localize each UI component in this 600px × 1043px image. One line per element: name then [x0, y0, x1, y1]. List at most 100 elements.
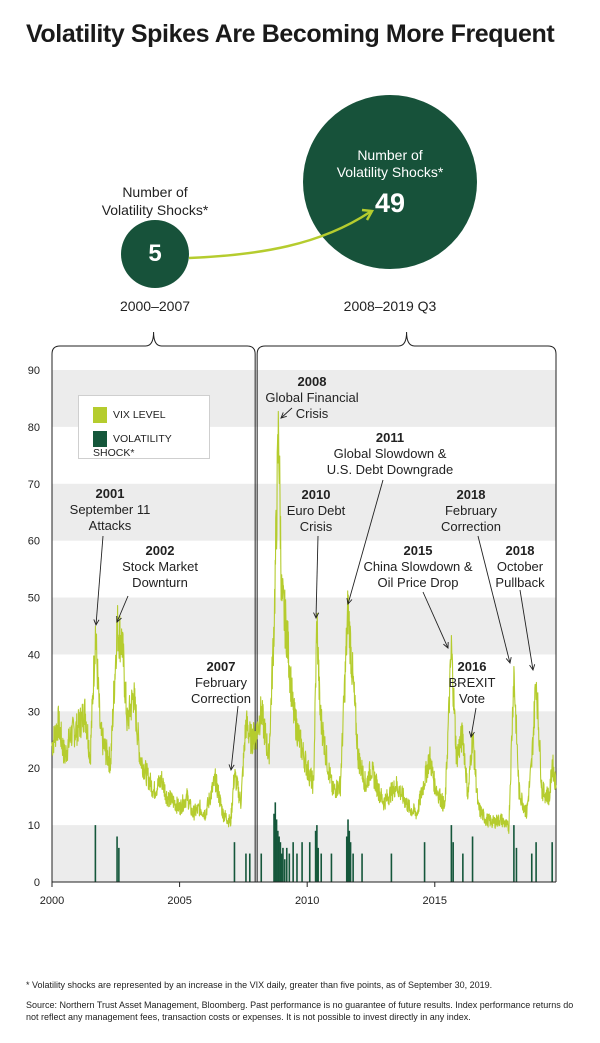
annotation-2018-february: 2018 February Correction: [441, 487, 501, 535]
annotation-year: 2018: [505, 543, 535, 558]
y-tick-label: 80: [28, 422, 40, 434]
x-tick-label: 2015: [423, 895, 447, 907]
y-tick-label: 70: [28, 479, 40, 491]
page-title: Volatility Spikes Are Becoming More Freq…: [26, 20, 555, 48]
shock-bar: [320, 853, 323, 882]
shock-bar: [275, 819, 278, 882]
annotation-year: 2011: [375, 430, 405, 445]
annotation-pointer: [477, 535, 511, 664]
annotation-line: Vote: [458, 691, 486, 706]
shock-bar: [94, 825, 97, 882]
shock-bar: [462, 853, 464, 882]
shock-bar: [280, 853, 283, 882]
annotation-line: September 11: [69, 502, 151, 517]
right-shocks-label-line: Volatility Shocks*: [336, 164, 444, 180]
vix-chart: 0 10 20 30 40 50 60 70 80 90 2000 2005 2010 2015: [28, 331, 557, 907]
left-shocks-bubble: 5: [121, 220, 189, 288]
shock-bar: [288, 853, 291, 882]
annotation-year: 2015: [403, 543, 433, 558]
y-tick-label: 50: [28, 593, 40, 605]
annotation-year: 2002: [145, 543, 175, 558]
x-axis-ticks: 2000 2005 2010 2015: [40, 882, 447, 907]
annotation-line: Oil Price Drop: [377, 575, 459, 590]
annotation-line: Pullback: [495, 575, 545, 590]
annotation-line: U.S. Debt Downgrade: [326, 462, 454, 477]
shock-bar: [283, 859, 286, 882]
annotation-line: Euro Debt: [286, 503, 346, 518]
y-tick-label: 30: [28, 706, 40, 718]
shock-bar: [515, 847, 518, 882]
annotation-pointer: [116, 595, 129, 623]
annotation-year: 2018: [456, 487, 486, 502]
left-shocks-label-line: Volatility Shocks*: [101, 202, 209, 218]
annotation-pointer-head: [443, 641, 449, 649]
grid-band: [52, 597, 556, 655]
shock-bar: [423, 842, 426, 882]
annotation-2001: 2001 September 11 Attacks: [70, 486, 151, 534]
annotation-pointer: [280, 407, 293, 419]
shock-bar: [314, 830, 317, 882]
annotation-year: 2016: [457, 659, 487, 674]
shock-bar: [348, 830, 351, 882]
y-axis-ticks: 0 10 20 30 40 50 60 70 80 90: [28, 365, 40, 889]
right-shocks-value: 49: [374, 188, 406, 218]
shock-bar: [450, 825, 453, 882]
annotation-pointer: [422, 591, 449, 649]
annotation-line: Correction: [441, 519, 501, 534]
y-tick-label: 10: [28, 820, 40, 832]
annotation-pointer: [95, 535, 104, 626]
shock-bar: [530, 853, 533, 882]
shock-bar: [308, 842, 311, 882]
left-shocks-value: 5: [148, 240, 162, 267]
annotation-pointer-head: [93, 619, 100, 627]
annotation-pointer-head: [529, 664, 536, 672]
legend-swatch-vix: [93, 407, 107, 423]
annotation-pointers: [93, 407, 536, 772]
shock-bar: [390, 853, 393, 882]
legend-label-vix: VIX LEVEL: [113, 409, 166, 421]
shock-bar: [535, 842, 537, 882]
shock-bar: [279, 842, 282, 882]
period-braces: [51, 331, 557, 882]
shock-bar: [301, 842, 303, 882]
annotation-line: BREXIT: [448, 675, 496, 690]
right-shocks-label: Number of Volatility Shocks*: [303, 147, 477, 181]
shock-bar: [513, 825, 515, 882]
shock-bar: [245, 853, 247, 882]
shock-bar: [345, 836, 348, 882]
growth-arrow-line: [188, 210, 371, 260]
annotation-line: February: [194, 675, 248, 690]
annotation-year: 2001: [95, 486, 125, 501]
y-tick-label: 90: [28, 365, 40, 377]
annotation-line: Correction: [191, 691, 251, 706]
annotation-year: 2007: [206, 659, 236, 674]
shock-bar: [116, 836, 118, 882]
annotation-2011: 2011 Global Slowdown & U.S. Debt Downgra…: [327, 430, 453, 478]
annotation-pointer-head: [346, 598, 353, 605]
annotation-pointer: [470, 707, 477, 738]
shock-bar: [285, 847, 288, 882]
shock-bar: [260, 853, 263, 882]
brace-2000-2007: [51, 331, 256, 882]
legend-item-vix: VIX LEVEL: [93, 407, 166, 423]
y-tick-label: 60: [28, 536, 40, 548]
annotation-line: October: [496, 559, 544, 574]
shock-bar: [330, 853, 333, 882]
shock-bar: [233, 842, 236, 882]
shock-bar: [274, 802, 277, 882]
right-shocks-bubble: Number of Volatility Shocks* 49: [303, 95, 477, 269]
legend-label-shock: VOLATILITY SHOCK*: [93, 433, 172, 460]
y-tick-label: 20: [28, 763, 40, 775]
shock-bar: [361, 853, 363, 882]
axes: 0 10 20 30 40 50 60 70 80 90 2000 2005 2010 2015: [28, 365, 556, 907]
annotation-line: Global Slowdown &: [333, 446, 447, 461]
shock-bar: [347, 819, 349, 882]
vix-line: [51, 410, 557, 834]
grid-band: [52, 483, 556, 541]
source-note: Source: Northern Trust Asset Management,…: [26, 1000, 574, 1022]
annotation-line: China Slowdown &: [363, 559, 473, 574]
vix-line-group: [51, 410, 557, 834]
x-tick-label: 2010: [295, 895, 319, 907]
annotation-line: Attacks: [88, 518, 132, 533]
shock-bar: [316, 825, 318, 882]
